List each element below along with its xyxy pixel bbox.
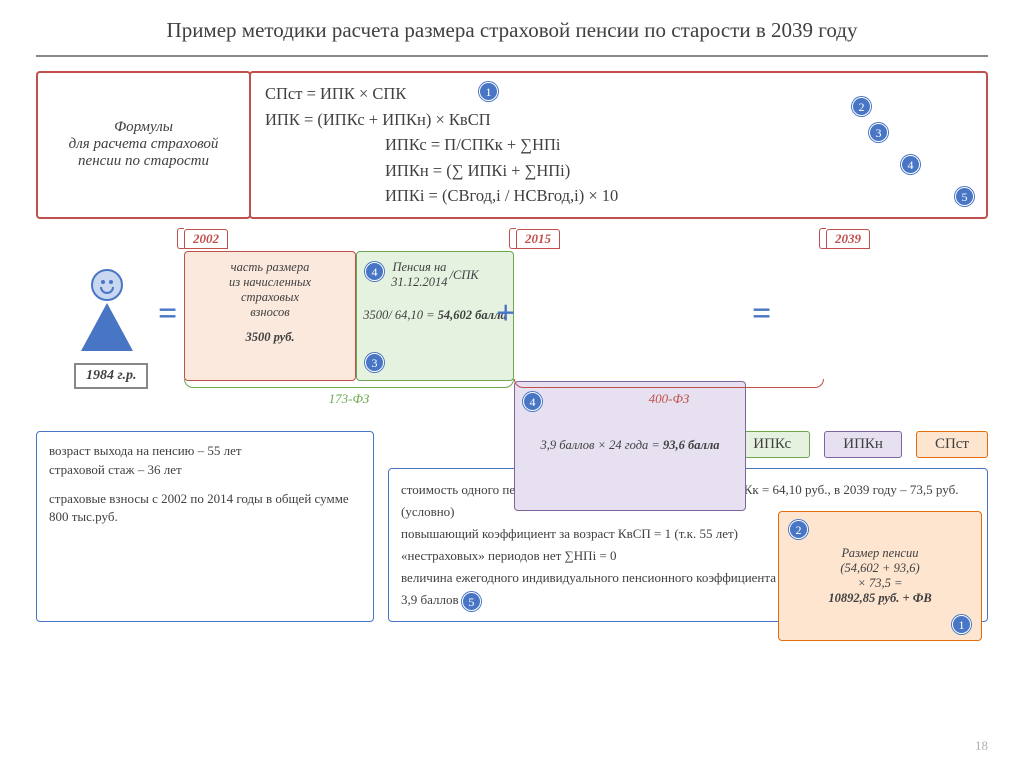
card-red-value: 3500 руб. — [245, 330, 294, 344]
card-green-l1: Пенсия на — [391, 260, 447, 275]
step-badge-2: 2 — [852, 97, 871, 116]
card-red-l2: из начисленных — [191, 275, 349, 290]
birth-year-box: 1984 г.р. — [74, 363, 148, 389]
legend-spst: СПст — [916, 431, 988, 458]
year-tag-2002: 2002 — [184, 229, 228, 249]
card-red-l3: страховых — [191, 290, 349, 305]
info-stage: страховой стаж – 36 лет — [49, 461, 361, 480]
card-red-l4: взносов — [191, 305, 349, 320]
page-title: Пример методики расчета размера страхово… — [0, 0, 1024, 55]
card-orange-result: 10892,85 руб. + ФВ — [828, 591, 931, 605]
card-orange-l2: (54,602 + 93,6) — [828, 561, 931, 576]
card-pension-2014: Пенсия на 31.12.2014 /СПК 3500/ 64,10 = … — [356, 251, 514, 381]
card-result: 2 1 Размер пенсии (54,602 + 93,6) × 73,5… — [778, 511, 982, 641]
formula-4: ИПКн = (∑ ИПКi + ∑НПi) — [265, 158, 972, 184]
formula-label-box: Формулы для расчета страховой пенсии по … — [36, 71, 251, 219]
formula-5: ИПКi = (СВгод,i / НСВгод,i) × 10 — [265, 183, 972, 209]
card-purple-text: 3,9 баллов × 24 года = — [540, 438, 663, 452]
step-badge-1: 1 — [479, 82, 498, 101]
legend-ipkn: ИПКн — [824, 431, 902, 458]
card-green-calc: 3500/ 64,10 = — [363, 308, 437, 322]
bracket-400fz: 400-ФЗ — [514, 383, 824, 399]
card-purple-result: 93,6 балла — [663, 438, 720, 452]
badge-2-orange: 2 — [789, 520, 808, 539]
page-number: 18 — [975, 738, 988, 754]
formula-panel: Формулы для расчета страховой пенсии по … — [36, 71, 988, 219]
step-badge-4: 4 — [901, 155, 920, 174]
plus-icon: + — [496, 297, 515, 331]
card-green-l2: 31.12.2014 — [391, 275, 447, 290]
info-age: возраст выхода на пенсию – 55 лет — [49, 442, 361, 461]
badge-3-green: 3 — [365, 353, 384, 372]
badge-5-explain: 5 — [462, 592, 481, 611]
step-badge-3: 3 — [869, 123, 888, 142]
badge-4-green: 4 — [365, 262, 384, 281]
formula-list-box: СПст = ИПК × СПК ИПК = (ИПКс + ИПКн) × К… — [249, 71, 988, 219]
step-badge-5: 5 — [955, 187, 974, 206]
year-tag-2039: 2039 — [826, 229, 870, 249]
title-divider — [36, 55, 988, 57]
equals-icon: = — [158, 297, 177, 331]
year-tag-2015: 2015 — [516, 229, 560, 249]
card-green-slash: /СПК — [450, 268, 479, 283]
person-icon — [91, 269, 133, 351]
timeline-diagram: 2002 2015 2039 1984 г.р. = часть размера… — [36, 227, 988, 425]
card-points: 4 3,9 баллов × 24 года = 93,6 балла — [514, 381, 746, 511]
badge-1-orange: 1 — [952, 615, 971, 634]
formula-label: Формулы для расчета страховой пенсии по … — [46, 119, 241, 170]
card-contributions: часть размера из начисленных страховых в… — [184, 251, 356, 381]
formula-3: ИПКс = П/СПКк + ∑НПi — [265, 132, 972, 158]
card-orange-l3: × 73,5 = — [828, 576, 931, 591]
info-contrib: страховые взносы с 2002 по 2014 годы в о… — [49, 490, 361, 528]
person-info-box: возраст выхода на пенсию – 55 лет страхо… — [36, 431, 374, 623]
card-orange-l1: Размер пенсии — [828, 546, 931, 561]
bracket-173fz: 173-ФЗ — [184, 383, 514, 399]
card-red-l1: часть размера — [191, 260, 349, 275]
equals-icon-2: = — [752, 297, 771, 331]
